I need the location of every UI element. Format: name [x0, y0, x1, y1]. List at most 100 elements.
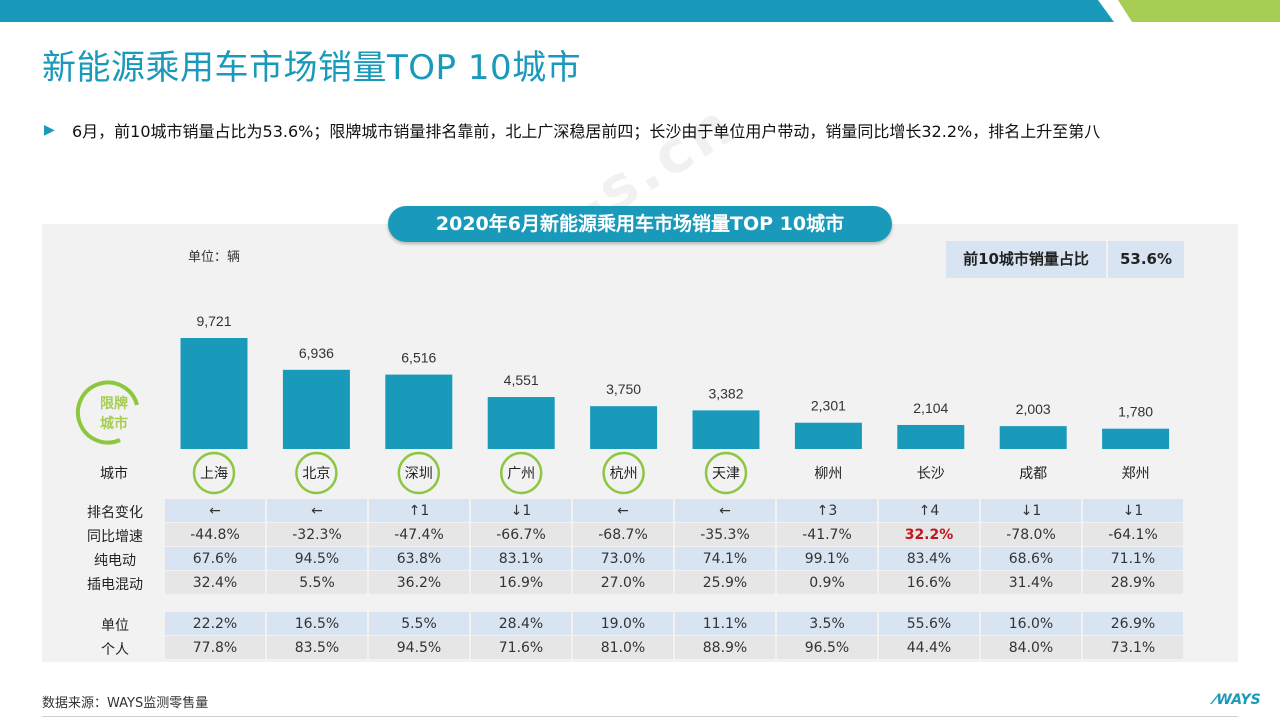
row-label-g1-2: 纯电动 — [94, 553, 136, 569]
row-label-g1-0: 排名变化 — [87, 505, 143, 521]
table-cell: 94.5% — [369, 636, 469, 659]
table-cell: 0.9% — [777, 571, 877, 594]
table-cell: 67.6% — [165, 547, 265, 570]
table-row: ← ← ↑1 ↓1 ← ← ↑3 ↑4 ↓1 ↓1 — [165, 499, 1183, 522]
unit-note: 单位：辆 — [188, 250, 241, 265]
table-cell: ← — [573, 499, 673, 522]
city-label: 杭州 — [610, 466, 638, 482]
table-cell: ← — [267, 499, 367, 522]
city-label: 深圳 — [405, 466, 433, 482]
table-cell: 28.4% — [471, 612, 571, 635]
row-label-g2-0: 单位 — [101, 618, 129, 634]
table-cell: 5.5% — [369, 612, 469, 635]
table-cell: 22.2% — [165, 612, 265, 635]
metrics-table: ← ← ↑1 ↓1 ← ← ↑3 ↑4 ↓1 ↓1 -44.8% -32.3% -47.4% -66.7%… — [163, 498, 1185, 595]
city-row-label: 城市 — [100, 465, 128, 482]
table-cell: -64.1% — [1083, 523, 1183, 546]
table-cell: 84.0% — [981, 636, 1081, 659]
table-cell: 73.1% — [1083, 636, 1183, 659]
table-cell: 16.6% — [879, 571, 979, 594]
restricted-city-ring — [192, 451, 236, 495]
logo-text: WAYS — [1216, 692, 1261, 708]
table-row: 22.2% 16.5% 5.5% 28.4% 19.0% 11.1% 3.5% 55.6% 16… — [165, 612, 1183, 635]
table-cell: 28.9% — [1083, 571, 1183, 594]
city-label: 长沙 — [917, 466, 945, 482]
table-cell: 83.1% — [471, 547, 571, 570]
table-row: 32.4% 5.5% 36.2% 16.9% 27.0% 25.9% 0.9% 16.6% 31… — [165, 571, 1183, 594]
table-cell: 32.2% — [879, 523, 979, 546]
table-cell: 25.9% — [675, 571, 775, 594]
footer-divider — [42, 716, 1238, 717]
bar-杭州 — [590, 406, 658, 449]
restricted-city-ring — [499, 451, 543, 495]
bar-value-label: 3,750 — [606, 381, 641, 397]
bar-上海 — [180, 338, 248, 449]
table-cell: -44.8% — [165, 523, 265, 546]
table-cell: 36.2% — [369, 571, 469, 594]
bar-value-label: 4,551 — [504, 372, 539, 388]
city-label: 上海 — [200, 466, 228, 482]
table-cell: ↓1 — [981, 499, 1081, 522]
row-label-g1-1: 同比增速 — [87, 529, 143, 545]
table-cell: ↑1 — [369, 499, 469, 522]
table-cell: -78.0% — [981, 523, 1081, 546]
table-cell: ← — [165, 499, 265, 522]
table-cell: 16.5% — [267, 612, 367, 635]
restricted-city-ring — [295, 451, 338, 495]
city-label: 广州 — [507, 466, 535, 482]
bar-value-label: 3,382 — [708, 385, 743, 401]
table-cell: ↑4 — [879, 499, 979, 522]
table-cell: ↓1 — [1083, 499, 1183, 522]
table-cell: 63.8% — [369, 547, 469, 570]
table-cell: 55.6% — [879, 612, 979, 635]
table-cell: -66.7% — [471, 523, 571, 546]
table-cell: 74.1% — [675, 547, 775, 570]
top10-share-box: 前10城市销量占比 53.6% — [946, 241, 1184, 278]
table-cell: 77.8% — [165, 636, 265, 659]
city-label: 柳州 — [814, 465, 842, 482]
bar-柳州 — [794, 422, 862, 449]
bar-chart: 9,721 上海 6,936 北京 6,516 深圳 4,551 广州 3,750 杭州 3,382… — [76, 313, 1170, 495]
city-label: 天津 — [712, 466, 740, 482]
table-cell: 94.5% — [267, 547, 367, 570]
table-cell: 5.5% — [267, 571, 367, 594]
table-cell: 19.0% — [573, 612, 673, 635]
triangle-bullet-icon: ▶ — [44, 122, 55, 138]
table-row: 77.8% 83.5% 94.5% 71.6% 81.0% 88.9% 96.5% 44.4%… — [165, 636, 1183, 659]
table-cell: 83.5% — [267, 636, 367, 659]
bar-郑州 — [1102, 428, 1170, 449]
restricted-city-badge: 限牌城市 — [76, 380, 139, 445]
table-cell: ← — [675, 499, 775, 522]
table-cell: 26.9% — [1083, 612, 1183, 635]
bar-北京 — [282, 369, 350, 449]
table-cell: 71.6% — [471, 636, 571, 659]
table-cell: 81.0% — [573, 636, 673, 659]
bar-value-label: 6,936 — [299, 345, 334, 361]
table-cell: 88.9% — [675, 636, 775, 659]
table-cell: 27.0% — [573, 571, 673, 594]
badge-text: 城市 — [100, 415, 128, 432]
table-cell: ↓1 — [471, 499, 571, 522]
bar-成都 — [999, 426, 1067, 449]
restricted-city-ring — [602, 451, 645, 495]
table-cell: 96.5% — [777, 636, 877, 659]
logo-slash-icon: ⁄ — [1214, 692, 1217, 708]
table-cell: 31.4% — [981, 571, 1081, 594]
bar-value-label: 9,721 — [196, 313, 231, 329]
badge-text: 限牌 — [100, 395, 128, 412]
table-cell: -41.7% — [777, 523, 877, 546]
table-cell: 32.4% — [165, 571, 265, 594]
table-cell: 16.0% — [981, 612, 1081, 635]
bar-长沙 — [897, 424, 965, 449]
row-label-g1-3: 插电混动 — [87, 577, 143, 593]
bar-深圳 — [385, 374, 453, 449]
customer-type-table: 22.2% 16.5% 5.5% 28.4% 19.0% 11.1% 3.5% 55.6% 16… — [163, 611, 1185, 660]
page-title: 新能源乘用车市场销量TOP 10城市 — [42, 48, 582, 88]
table-cell: ↑3 — [777, 499, 877, 522]
table-cell: 83.4% — [879, 547, 979, 570]
share-value: 53.6% — [1108, 241, 1184, 278]
table-cell: 99.1% — [777, 547, 877, 570]
bar-value-label: 2,003 — [1016, 401, 1051, 417]
restricted-city-ring — [397, 451, 441, 495]
ways-logo: ⁄WAYS — [1214, 692, 1261, 708]
